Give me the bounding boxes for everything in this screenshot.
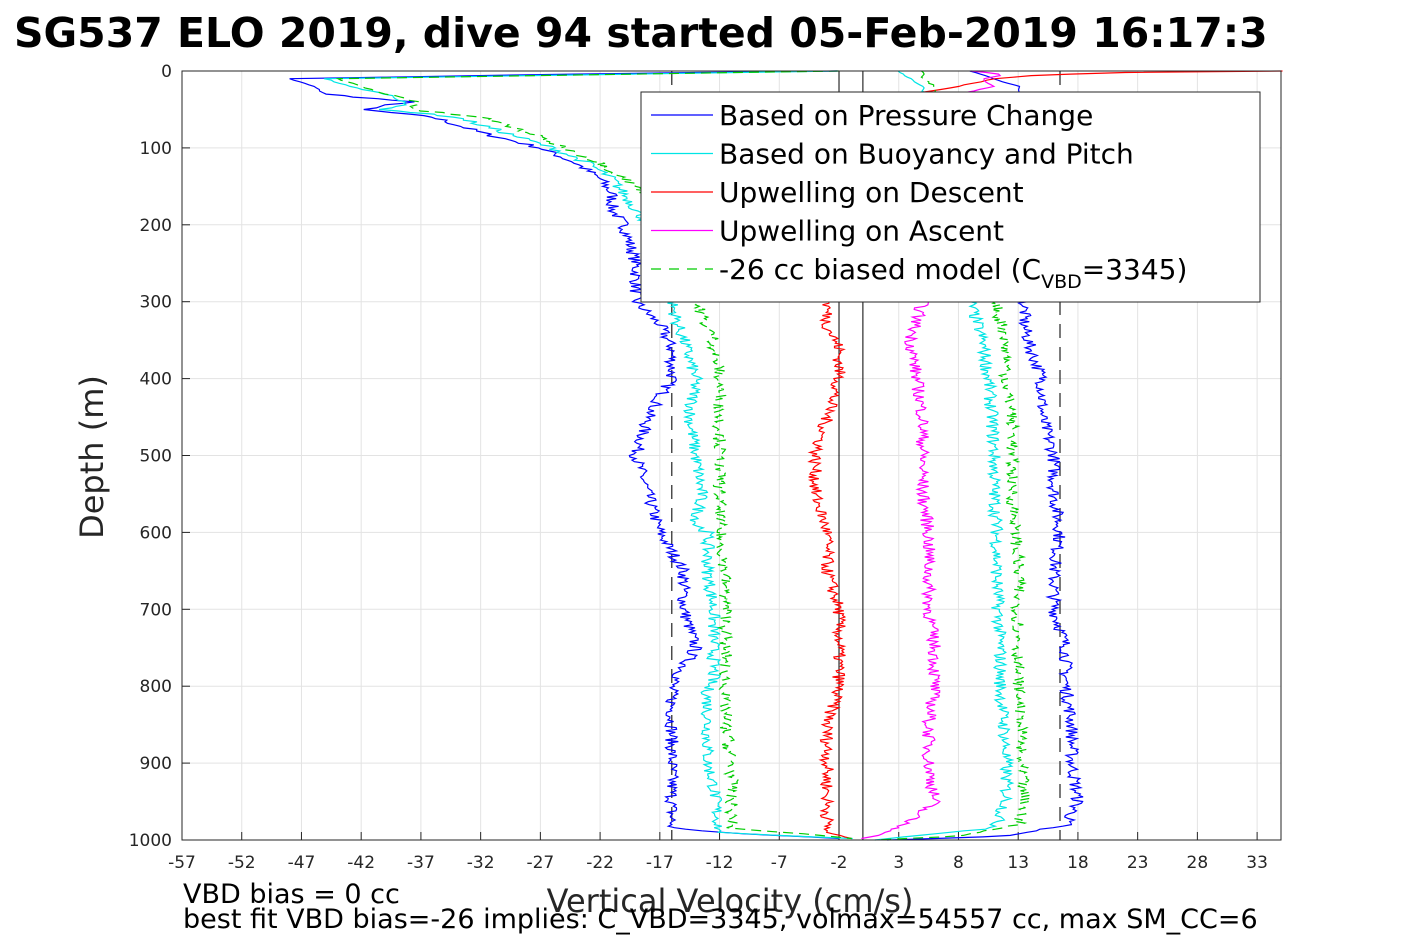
legend-entry: -26 cc biased model (CVBD=3345) xyxy=(719,253,1187,293)
x-tick-label: -32 xyxy=(467,853,495,873)
x-tick-label: -47 xyxy=(288,853,316,873)
x-tick-label: -27 xyxy=(526,853,554,873)
x-tick-label: 28 xyxy=(1187,853,1209,873)
legend-entry-subscript: VBD xyxy=(1041,271,1082,293)
y-tick-label: 900 xyxy=(140,754,172,774)
legend-entry-name: Upwelling on Ascent xyxy=(719,215,1004,248)
y-tick-label: 500 xyxy=(140,447,172,467)
y-tick-label: 1000 xyxy=(129,831,172,851)
x-tick-label: 18 xyxy=(1067,853,1089,873)
x-tick-label: -57 xyxy=(168,853,196,873)
x-tick-label: 3 xyxy=(893,853,904,873)
x-tick-label: -42 xyxy=(347,853,375,873)
y-axis-label: Depth (m) xyxy=(73,375,111,539)
series-2-line xyxy=(323,70,853,840)
y-tick-label: 800 xyxy=(140,677,172,697)
y-tick-label: 100 xyxy=(140,139,172,159)
plot-frame xyxy=(181,70,1282,841)
legend-entry: Based on Pressure Change xyxy=(719,99,1093,132)
x-tick-label: 33 xyxy=(1246,853,1268,873)
legend: Based on Pressure Change Based on Buoyanc… xyxy=(640,91,1261,303)
chart-title: SG537 ELO 2019, dive 94 started 05-Feb-2… xyxy=(14,9,1268,57)
legend-entry-suffix: =3345) xyxy=(1082,253,1188,286)
x-tick-label: -37 xyxy=(407,853,435,873)
legend-entry-name: Based on Pressure Change xyxy=(719,99,1093,132)
y-tick-label: 400 xyxy=(140,370,172,390)
x-tick-label: 8 xyxy=(953,853,964,873)
legend-entry: Upwelling on Ascent xyxy=(719,215,1004,248)
x-tick-label: -2 xyxy=(831,853,848,873)
x-tick-labels: -57 -52 -47 -42 -37 -32 -27 -22 -17 -12 -7 -2 3 8 13 18… xyxy=(168,853,1268,873)
x-tick-label: 13 xyxy=(1007,853,1029,873)
x-axis-label: Vertical Velocity (cm/s) xyxy=(547,882,914,920)
x-tick-label: 23 xyxy=(1127,853,1149,873)
legend-entry-name: Based on Buoyancy and Pitch xyxy=(719,138,1134,171)
legend-entry-name: Upwelling on Descent xyxy=(719,176,1024,209)
legend-box xyxy=(640,91,1261,303)
y-tick-label: 0 xyxy=(161,62,172,82)
legend-entry: Based on Buoyancy and Pitch xyxy=(719,138,1134,171)
x-tick-label: -12 xyxy=(706,853,734,873)
y-tick-label: 300 xyxy=(140,293,172,313)
x-tick-label: -52 xyxy=(228,853,256,873)
series-1-line xyxy=(289,70,840,840)
x-tick-label: -17 xyxy=(646,853,674,873)
x-tick-label: -7 xyxy=(771,853,788,873)
y-tick-label: 200 xyxy=(140,216,172,236)
y-tick-label: 700 xyxy=(140,600,172,620)
annotation-line-1: VBD bias = 0 cc xyxy=(183,879,400,910)
legend-entry: Upwelling on Descent xyxy=(719,176,1024,209)
annotation-line-2: best fit VBD bias=-26 implies: C_VBD=334… xyxy=(183,904,1258,935)
legend-entry-name: -26 cc biased model (C xyxy=(719,253,1041,286)
y-tick-label: 600 xyxy=(140,523,172,543)
x-tick-label: -22 xyxy=(586,853,614,873)
y-tick-labels: 0 100 200 300 400 500 600 700 800 900 1000 xyxy=(129,62,172,851)
